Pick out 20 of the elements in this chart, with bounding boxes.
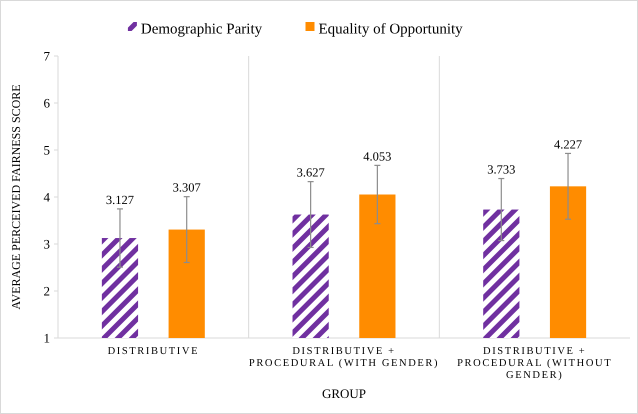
y-tick-label: 2 bbox=[44, 284, 50, 299]
y-tick-label: 5 bbox=[44, 142, 50, 158]
legend-label: Equality of Opportunity bbox=[318, 21, 464, 38]
data-label: 3.127 bbox=[106, 192, 134, 207]
x-tick-label: DISTRIBUTIVE + PROCEDURAL (WITHOUT GENDER) bbox=[457, 346, 612, 381]
x-tick-label: DISTRIBUTIVE + PROCEDURAL (WITH GENDER) bbox=[248, 346, 440, 369]
data-label: 3.733 bbox=[487, 162, 516, 177]
x-tick-label: DISTRIBUTIVE bbox=[108, 346, 200, 357]
y-tick-label: 4 bbox=[44, 190, 50, 205]
data-label: 3.627 bbox=[296, 166, 325, 180]
data-label: 4.053 bbox=[363, 149, 392, 164]
x-axis-title: GROUP bbox=[322, 386, 366, 401]
y-tick-label: 3 bbox=[44, 236, 50, 252]
y-tick-label: 6 bbox=[44, 96, 50, 111]
y-tick-label: 7 bbox=[44, 48, 50, 64]
data-label: 3.307 bbox=[172, 180, 201, 195]
y-tick-label: 1 bbox=[44, 330, 50, 346]
legend-label: Demographic Parity bbox=[140, 21, 263, 38]
data-label: 4.227 bbox=[554, 137, 582, 152]
y-axis-title: AVERAGE PERCEIVED FAIRNESS SCORE bbox=[9, 84, 23, 310]
